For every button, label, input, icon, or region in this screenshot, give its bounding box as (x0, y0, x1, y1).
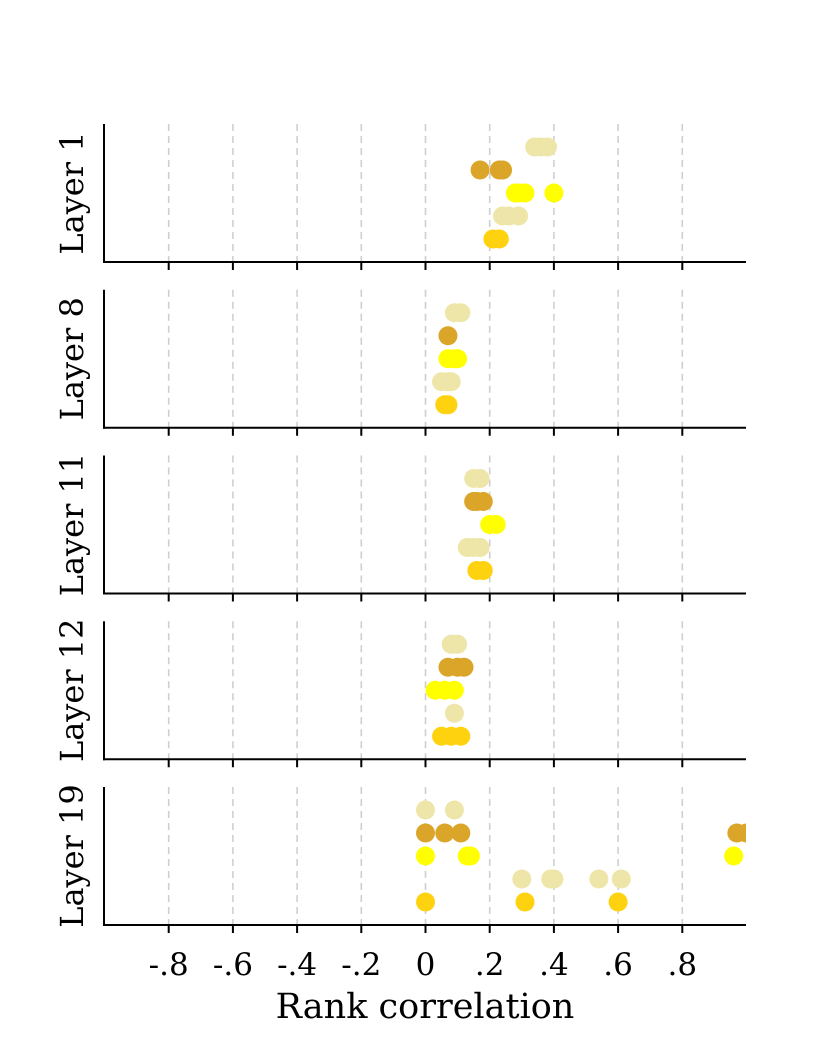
panel-4: Layer 12 (53, 618, 746, 768)
data-point (589, 869, 609, 889)
x-tick-label: .4 (539, 947, 569, 983)
data-point (470, 469, 490, 488)
data-point (451, 823, 471, 843)
data-point (473, 492, 493, 511)
panel-label: Layer 8 (53, 297, 91, 420)
data-point (444, 800, 464, 820)
panel-2: Layer 8 (53, 289, 746, 436)
data-point (493, 160, 513, 180)
data-point (451, 303, 471, 323)
x-tick-label: 0 (416, 947, 436, 983)
panels-group: Layer 1 Layer 8 Layer 11 Layer 12 Layer 19 (53, 124, 746, 933)
panel-5: Layer 19 (53, 784, 746, 933)
data-point (444, 703, 464, 723)
data-point (509, 206, 529, 226)
points-group (425, 634, 474, 746)
data-point (537, 137, 557, 157)
data-point (416, 800, 435, 820)
points-group (457, 469, 506, 580)
x-tick-labels: -.8 -.6 -.4 -.2 0 .2 .4 .6 .8 (149, 947, 697, 983)
data-point (448, 634, 468, 654)
data-point (470, 160, 490, 180)
data-point (416, 846, 435, 866)
data-point (724, 846, 744, 866)
panel-label: Layer 1 (53, 131, 91, 254)
x-tick-label: .2 (475, 947, 505, 983)
x-tick-label: .8 (668, 947, 698, 983)
x-tick-label: -.4 (277, 947, 317, 983)
data-point (608, 892, 628, 912)
data-point (451, 726, 471, 746)
data-point (438, 395, 458, 415)
panel-1: Layer 1 (53, 124, 746, 270)
x-axis-title: Rank correlation (276, 987, 575, 1027)
data-point (460, 846, 480, 866)
x-tick-label: -.8 (149, 947, 189, 983)
data-point (515, 892, 535, 912)
data-point (438, 326, 458, 346)
panel-label: Layer 11 (53, 453, 91, 597)
data-point (416, 892, 435, 912)
data-point (486, 515, 506, 534)
data-point (470, 538, 490, 557)
data-point (611, 869, 631, 889)
data-point (435, 823, 455, 843)
data-point (544, 869, 564, 889)
points-group (416, 800, 746, 912)
points-group (432, 303, 471, 415)
data-point (448, 349, 468, 369)
data-point (441, 372, 461, 392)
data-point (473, 561, 493, 580)
data-point (489, 229, 509, 249)
panel-label: Layer 12 (53, 618, 91, 762)
x-tick-label: -.2 (341, 947, 381, 983)
panel-label: Layer 19 (53, 784, 91, 928)
data-point (454, 657, 474, 677)
data-point (737, 823, 746, 843)
data-point (512, 869, 532, 889)
panel-3: Layer 11 (53, 453, 746, 602)
x-tick-label: .6 (603, 947, 633, 983)
data-point (544, 183, 564, 203)
points-group (470, 137, 564, 249)
data-point (515, 183, 535, 203)
x-tick-label: -.6 (213, 947, 253, 983)
data-point (444, 680, 464, 700)
data-point (416, 823, 435, 843)
